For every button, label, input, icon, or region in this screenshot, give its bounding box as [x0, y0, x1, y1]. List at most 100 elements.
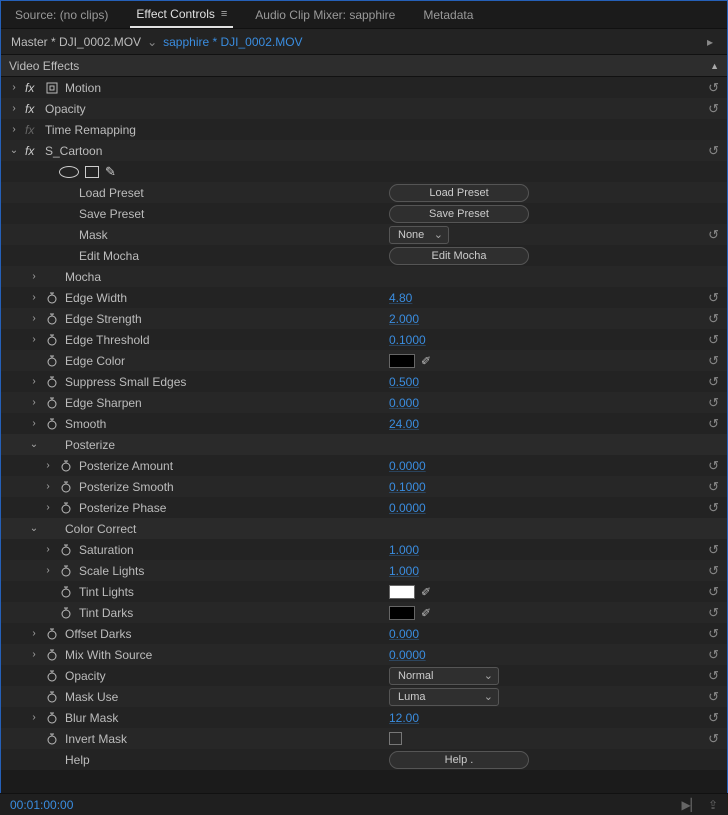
expand-icon[interactable]: › [29, 271, 39, 282]
collapse-icon[interactable]: ▲ [710, 61, 719, 71]
param-value[interactable]: 12.00 [389, 711, 419, 725]
master-clip-name[interactable]: Master * DJI_0002.MOV [11, 35, 141, 49]
export-icon[interactable]: ⇪ [708, 798, 718, 812]
reset-icon[interactable]: ↺ [708, 458, 719, 474]
param-value[interactable]: 0.0000 [389, 501, 426, 515]
tab-source[interactable]: Source: (no clips) [9, 1, 114, 28]
stopwatch-icon[interactable] [45, 711, 59, 725]
stopwatch-icon[interactable] [59, 564, 73, 578]
fx-icon[interactable]: fx [25, 102, 39, 116]
reset-icon[interactable]: ↺ [708, 689, 719, 705]
stopwatch-icon[interactable] [45, 354, 59, 368]
param-value[interactable]: 0.1000 [389, 480, 426, 494]
expand-icon[interactable]: › [43, 481, 53, 492]
expand-icon[interactable]: › [43, 502, 53, 513]
stopwatch-icon[interactable] [45, 627, 59, 641]
stopwatch-icon[interactable] [45, 312, 59, 326]
reset-icon[interactable]: ↺ [708, 605, 719, 621]
tab-metadata[interactable]: Metadata [417, 1, 479, 28]
param-value[interactable]: 1.000 [389, 564, 419, 578]
expand-icon[interactable]: › [29, 292, 39, 303]
param-mocha[interactable]: ›Mocha [1, 266, 727, 287]
expand-icon[interactable]: › [29, 397, 39, 408]
mask-rect-icon[interactable] [85, 166, 99, 178]
color-swatch[interactable] [389, 354, 415, 368]
load-preset-button[interactable]: Load Preset [389, 184, 529, 202]
tab-effect-controls[interactable]: Effect Controls≡ [130, 1, 233, 28]
expand-icon[interactable]: › [29, 712, 39, 723]
reset-icon[interactable]: ↺ [708, 668, 719, 684]
mask-select[interactable]: None [389, 226, 449, 244]
panel-menu-icon[interactable]: ≡ [221, 8, 227, 20]
mask-use-select[interactable]: Luma [389, 688, 499, 706]
section-video-effects[interactable]: Video Effects ▲ [1, 55, 727, 77]
stopwatch-icon[interactable] [45, 396, 59, 410]
eyedropper-icon[interactable]: ✐ [421, 585, 431, 599]
param-value[interactable]: 4.80 [389, 291, 412, 305]
reset-icon[interactable]: ↺ [708, 80, 719, 96]
reset-icon[interactable]: ↺ [708, 395, 719, 411]
timecode[interactable]: 00:01:00:00 [10, 798, 73, 812]
reset-icon[interactable]: ↺ [708, 500, 719, 516]
stopwatch-icon[interactable] [45, 417, 59, 431]
reset-icon[interactable]: ↺ [708, 353, 719, 369]
param-value[interactable]: 0.000 [389, 627, 419, 641]
param-value[interactable]: 0.500 [389, 375, 419, 389]
stopwatch-icon[interactable] [45, 333, 59, 347]
expand-icon[interactable]: › [9, 124, 19, 135]
expand-icon[interactable]: › [9, 103, 19, 114]
effect-opacity[interactable]: › fx Opacity ↺ [1, 98, 727, 119]
stopwatch-icon[interactable] [59, 459, 73, 473]
save-preset-button[interactable]: Save Preset [389, 205, 529, 223]
edit-mocha-button[interactable]: Edit Mocha [389, 247, 529, 265]
reset-icon[interactable]: ↺ [708, 479, 719, 495]
stopwatch-icon[interactable] [59, 606, 73, 620]
reset-icon[interactable]: ↺ [708, 374, 719, 390]
param-value[interactable]: 0.0000 [389, 648, 426, 662]
play-icon[interactable]: ▶▏ [681, 798, 699, 812]
timeline-toggle-icon[interactable]: ▸ [707, 35, 713, 49]
help-button[interactable]: Help . [389, 751, 529, 769]
reset-icon[interactable]: ↺ [708, 416, 719, 432]
reset-icon[interactable]: ↺ [708, 710, 719, 726]
reset-icon[interactable]: ↺ [708, 584, 719, 600]
collapse-icon[interactable]: ⌄ [29, 523, 39, 534]
collapse-icon[interactable]: ⌄ [9, 145, 19, 156]
fx-icon[interactable]: fx [25, 123, 39, 137]
effect-motion[interactable]: › fx Motion ↺ [1, 77, 727, 98]
tab-audio-mixer[interactable]: Audio Clip Mixer: sapphire [249, 1, 401, 28]
expand-icon[interactable]: › [29, 649, 39, 660]
transform-icon[interactable] [45, 81, 59, 95]
group-posterize[interactable]: ⌄Posterize [1, 434, 727, 455]
stopwatch-icon[interactable] [45, 669, 59, 683]
param-value[interactable]: 1.000 [389, 543, 419, 557]
reset-icon[interactable]: ↺ [708, 101, 719, 117]
reset-icon[interactable]: ↺ [708, 332, 719, 348]
param-value[interactable]: 0.0000 [389, 459, 426, 473]
stopwatch-icon[interactable] [45, 732, 59, 746]
stopwatch-icon[interactable] [45, 291, 59, 305]
reset-icon[interactable]: ↺ [708, 731, 719, 747]
chevron-down-icon[interactable]: ⌄ [147, 35, 157, 49]
stopwatch-icon[interactable] [59, 585, 73, 599]
param-value[interactable]: 24.00 [389, 417, 419, 431]
expand-icon[interactable]: › [9, 82, 19, 93]
eyedropper-icon[interactable]: ✐ [421, 354, 431, 368]
stopwatch-icon[interactable] [45, 690, 59, 704]
expand-icon[interactable]: › [29, 628, 39, 639]
effect-time-remapping[interactable]: › fx Time Remapping [1, 119, 727, 140]
mask-pen-icon[interactable]: ✎ [105, 164, 116, 180]
reset-icon[interactable]: ↺ [708, 290, 719, 306]
stopwatch-icon[interactable] [59, 501, 73, 515]
group-color-correct[interactable]: ⌄Color Correct [1, 518, 727, 539]
fx-icon[interactable]: fx [25, 144, 39, 158]
expand-icon[interactable]: › [29, 376, 39, 387]
expand-icon[interactable]: › [43, 544, 53, 555]
stopwatch-icon[interactable] [59, 543, 73, 557]
color-swatch[interactable] [389, 585, 415, 599]
effect-s-cartoon[interactable]: ⌄ fx S_Cartoon ↺ [1, 140, 727, 161]
reset-icon[interactable]: ↺ [708, 563, 719, 579]
stopwatch-icon[interactable] [45, 375, 59, 389]
expand-icon[interactable]: › [43, 460, 53, 471]
collapse-icon[interactable]: ⌄ [29, 439, 39, 450]
